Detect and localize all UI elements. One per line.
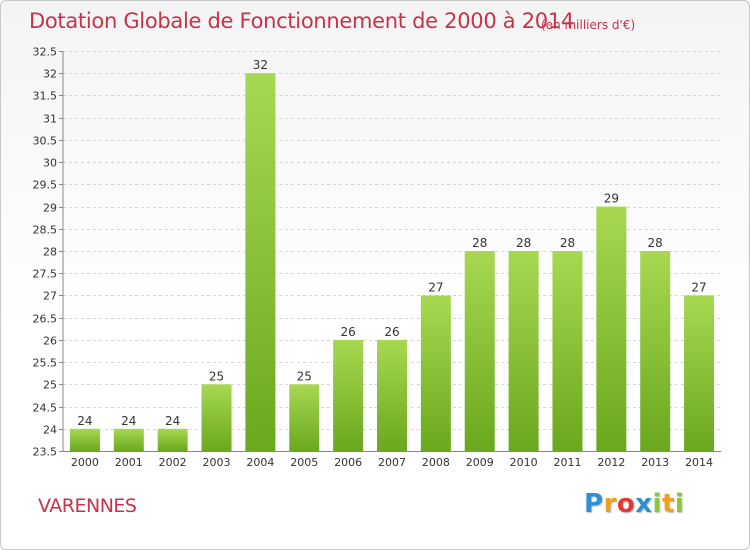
bar [245, 73, 276, 451]
logo-letter: P [584, 489, 604, 519]
x-tick-label: 2010 [510, 456, 538, 469]
bar [508, 251, 539, 451]
x-tick-label: 2000 [71, 456, 99, 469]
x-tick-label: 2007 [378, 456, 406, 469]
bar [420, 295, 451, 451]
commune-name: VARENNES [38, 495, 137, 517]
x-tick-label: 2006 [334, 456, 362, 469]
logo-letter: o [616, 489, 636, 519]
bar [552, 251, 583, 451]
x-tick-label: 2001 [115, 456, 143, 469]
bar [596, 206, 627, 451]
x-tick-label: 2013 [641, 456, 669, 469]
bar [640, 251, 671, 451]
data-label: 28 [648, 236, 663, 250]
data-label: 28 [516, 236, 531, 250]
bar [289, 384, 320, 451]
y-tick-label: 27 [43, 290, 57, 303]
bar [377, 339, 407, 451]
y-tick-label: 31.5 [33, 90, 58, 103]
x-tick-label: 2008 [422, 456, 450, 469]
y-tick-label: 26.5 [33, 313, 58, 326]
bar [464, 251, 495, 451]
y-tick-label: 28 [43, 246, 57, 259]
axes: 23.5 24 24.5 25 25.5 26 26.5 27 27.5 28 28.5 29 29.5… [33, 46, 721, 469]
y-tick-label: 25 [43, 379, 57, 392]
data-label: 28 [560, 236, 575, 250]
data-label: 25 [209, 369, 224, 383]
logo-letter: r [603, 489, 617, 519]
data-label: 24 [121, 414, 136, 428]
data-label: 26 [340, 325, 355, 339]
data-label: 24 [77, 414, 92, 428]
data-label: 28 [472, 236, 487, 250]
logo-letter: t [661, 489, 675, 519]
y-tick-label: 32.5 [33, 46, 58, 59]
x-tick-label: 2014 [685, 456, 713, 469]
y-tick-label: 30 [43, 157, 57, 170]
data-label: 29 [604, 192, 619, 206]
y-tick-label: 26 [43, 335, 57, 348]
data-label: 27 [428, 280, 443, 294]
data-label: 26 [384, 325, 399, 339]
data-labels: 24 24 24 25 32 25 26 26 27 28 28 28 29 28 27 [77, 58, 706, 428]
data-label: 32 [253, 58, 268, 72]
y-tick-label: 25.5 [33, 357, 58, 370]
logo-letter: i [674, 489, 685, 519]
bar [684, 295, 715, 451]
chart-title: Dotation Globale de Fonctionnement de 20… [29, 9, 574, 33]
logo-letter: x [635, 489, 653, 519]
y-tick-label: 29 [43, 202, 57, 215]
x-tick-label: 2003 [203, 456, 231, 469]
y-tick-label: 27.5 [33, 268, 58, 281]
y-tick-label: 23.5 [33, 446, 58, 459]
proxiti-logo[interactable]: Proxiti [584, 489, 684, 519]
x-tick-label: 2005 [290, 456, 318, 469]
bars [69, 73, 715, 451]
y-tick-label: 32 [43, 68, 57, 81]
data-label: 27 [691, 280, 706, 294]
y-tick-label: 31 [43, 113, 57, 126]
chart-subtitle: (en milliers d'€) [541, 18, 636, 32]
logo-letter: i [652, 489, 662, 519]
x-tick-label: 2004 [246, 456, 274, 469]
y-tick-label: 30.5 [33, 135, 58, 148]
bar [113, 428, 144, 451]
y-tick-label: 29.5 [33, 179, 58, 192]
data-label: 24 [165, 414, 180, 428]
x-tick-label: 2009 [466, 456, 494, 469]
bar [157, 428, 188, 451]
bar [201, 384, 232, 451]
bar [69, 428, 100, 451]
x-tick-label: 2002 [159, 456, 187, 469]
x-tick-label: 2012 [597, 456, 625, 469]
bar [333, 339, 364, 451]
y-tick-label: 24 [43, 424, 57, 437]
data-label: 25 [297, 369, 312, 383]
y-tick-label: 24.5 [33, 402, 58, 415]
y-tick-label: 28.5 [33, 224, 58, 237]
x-tick-label: 2011 [553, 456, 581, 469]
